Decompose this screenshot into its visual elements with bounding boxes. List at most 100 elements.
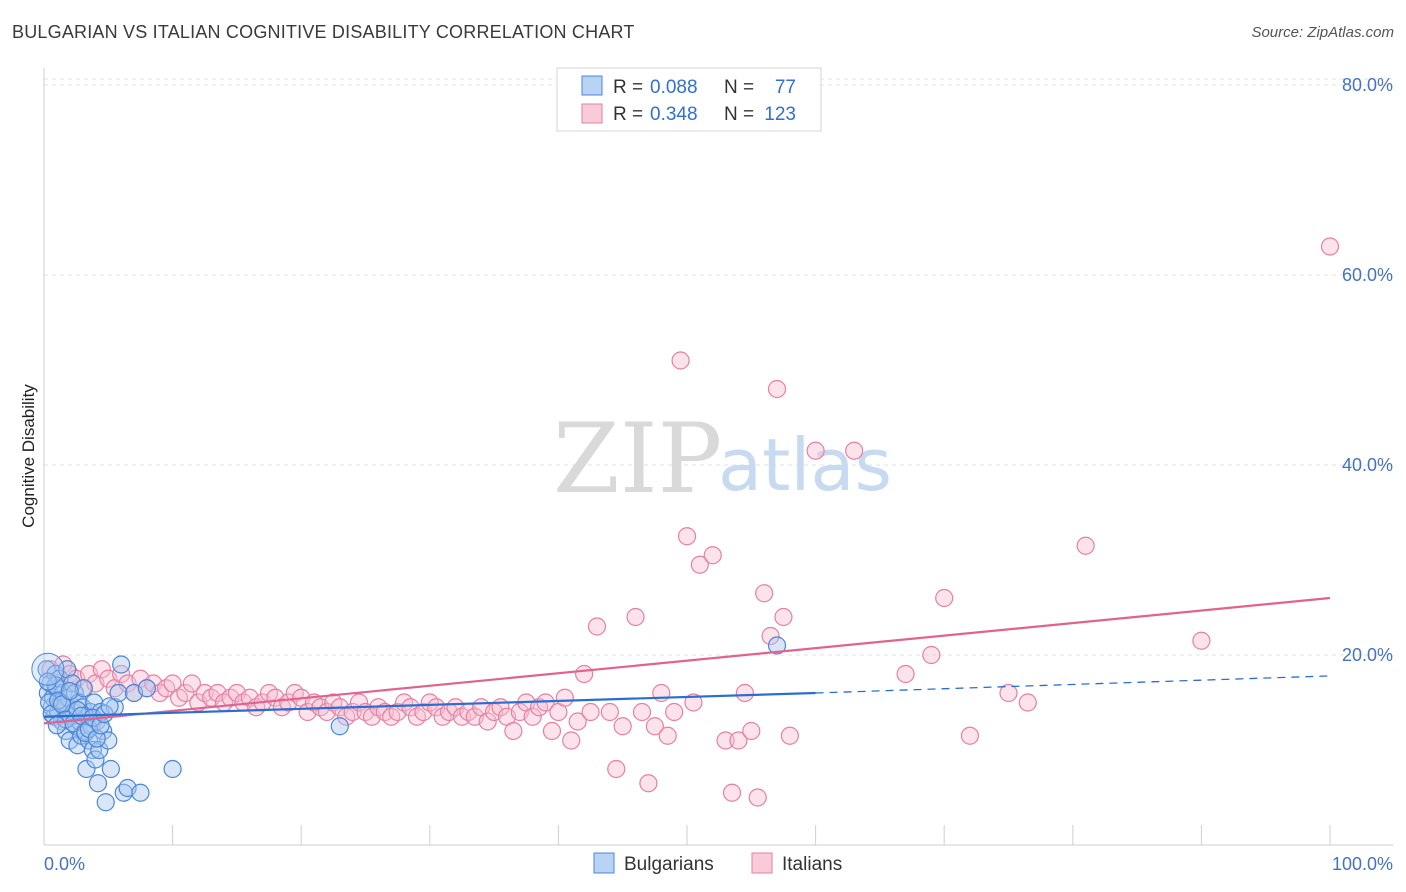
y-tick-label-40: 40.0% (1342, 455, 1393, 475)
italian-point-116 (935, 588, 954, 608)
italian-point-117 (960, 726, 980, 745)
italian-point-106 (748, 788, 767, 807)
watermark: ZIP atlas (553, 403, 892, 515)
bulgarian-point-47 (109, 683, 128, 703)
legend-r-label-1: R = (613, 77, 643, 98)
italian-point-109 (767, 379, 787, 399)
grid-layer (44, 78, 1393, 656)
italian-point-68 (478, 712, 497, 731)
bulgarian-point-53 (137, 679, 156, 698)
y-tick-label-80: 80.0% (1342, 75, 1393, 95)
italian-point-122 (1320, 237, 1340, 256)
bulgarian-point-52 (131, 783, 150, 802)
italian-point-114 (896, 664, 915, 684)
italian-point-108 (761, 626, 780, 646)
bulgarian-point-44 (99, 731, 118, 750)
stats-legend: R = 0.088 N = 77 R = 0.348 N = 123 (556, 67, 822, 132)
y-tick-labels: 20.0% 40.0% 60.0% 80.0% (1342, 75, 1393, 665)
italian-point-110 (774, 607, 793, 627)
y-tick-label-60: 60.0% (1342, 265, 1393, 285)
italian-point-97 (677, 527, 697, 546)
bulgarian-point-75 (38, 672, 57, 691)
italian-point-83 (575, 664, 594, 684)
bulgarian-point-54 (163, 759, 182, 779)
bottom-legend-label-bulgarians: Bulgarians (624, 854, 714, 875)
italian-point-75 (523, 707, 542, 726)
legend-n-label-2: N = (724, 104, 754, 125)
italian-point-81 (562, 731, 581, 750)
italian-point-98 (684, 693, 703, 712)
italian-trend-line (43, 596, 1331, 725)
italian-point-11 (112, 664, 131, 684)
bulgarian-point-55 (330, 717, 349, 736)
series-legend: Bulgarians Italians (593, 852, 842, 875)
italian-point-87 (607, 759, 626, 779)
italian-point-86 (600, 702, 619, 722)
italian-point-78 (542, 721, 562, 741)
italian-point-113 (845, 441, 864, 460)
italian-point-90 (632, 702, 652, 722)
italian-point-104 (735, 683, 754, 703)
source-label: Source: ZipAtlas.com (1251, 24, 1394, 41)
bulgarian-trend-extension (815, 675, 1331, 694)
italian-point-8 (92, 660, 111, 679)
bulgarian-point-63 (60, 681, 79, 701)
bulgarian-point-43 (96, 793, 115, 812)
italian-point-100 (703, 546, 722, 565)
italian-point-103 (729, 731, 748, 750)
italian-point-72 (504, 721, 523, 741)
bulgarian-point-37 (86, 750, 105, 769)
italian-point-89 (626, 607, 645, 627)
italian-point-94 (658, 726, 677, 745)
italian-point-118 (999, 683, 1018, 703)
italian-point-96 (671, 351, 690, 370)
bottom-legend-swatch-italians (751, 852, 773, 874)
watermark-zip: ZIP (553, 403, 722, 515)
x-tick-label-min: 0.0% (44, 854, 85, 874)
italian-point-95 (665, 702, 684, 722)
y-tick-label-20: 20.0% (1342, 645, 1393, 665)
italian-point-115 (922, 645, 941, 665)
legend-r-label-2: R = (613, 104, 643, 125)
italian-point-102 (722, 783, 742, 802)
italian-point-85 (587, 617, 607, 636)
legend-swatch-italians (581, 103, 603, 124)
italian-point-84 (581, 702, 600, 722)
bulgarian-point-56 (767, 636, 787, 655)
bulgarian-point-48 (112, 655, 131, 674)
italian-point-105 (742, 721, 761, 741)
italian-point-80 (555, 688, 574, 707)
x-tick-label-max: 100.0% (1332, 854, 1393, 874)
bulgarian-point-cluster (31, 652, 65, 686)
bulgarian-point-68 (79, 719, 99, 739)
italian-point-111 (780, 726, 799, 745)
legend-n-value-1: 77 (775, 77, 796, 98)
italian-point-120 (1076, 536, 1095, 555)
axes-layer (43, 68, 1393, 846)
bottom-legend-swatch-bulgarians (593, 852, 615, 874)
bulgarian-points (31, 636, 787, 812)
italian-point-107 (755, 584, 774, 603)
italian-point-112 (806, 441, 825, 460)
bulgarian-point-74 (47, 716, 66, 735)
bulgarian-point-73 (100, 697, 119, 716)
italian-point-121 (1192, 631, 1211, 650)
italian-point-22 (182, 674, 201, 693)
y-axis-title: Cognitive Disability (19, 384, 38, 528)
italian-point-21 (176, 683, 195, 703)
italian-point-92 (645, 717, 664, 736)
bottom-legend-label-italians: Italians (782, 854, 842, 875)
bulgarian-point-45 (101, 759, 120, 779)
italian-point-82 (568, 712, 587, 731)
italian-points (41, 237, 1340, 807)
legend-n-label-1: N = (724, 77, 754, 98)
bulgarian-trend-line (43, 691, 816, 718)
italian-point-101 (716, 731, 735, 750)
legend-n-value-2: 123 (764, 104, 796, 125)
italian-point-88 (613, 717, 632, 736)
legend-swatch-bulgarians (581, 75, 603, 96)
italian-point-119 (1018, 693, 1037, 712)
bulgarian-point-28 (74, 679, 93, 698)
italian-point-91 (639, 774, 658, 793)
